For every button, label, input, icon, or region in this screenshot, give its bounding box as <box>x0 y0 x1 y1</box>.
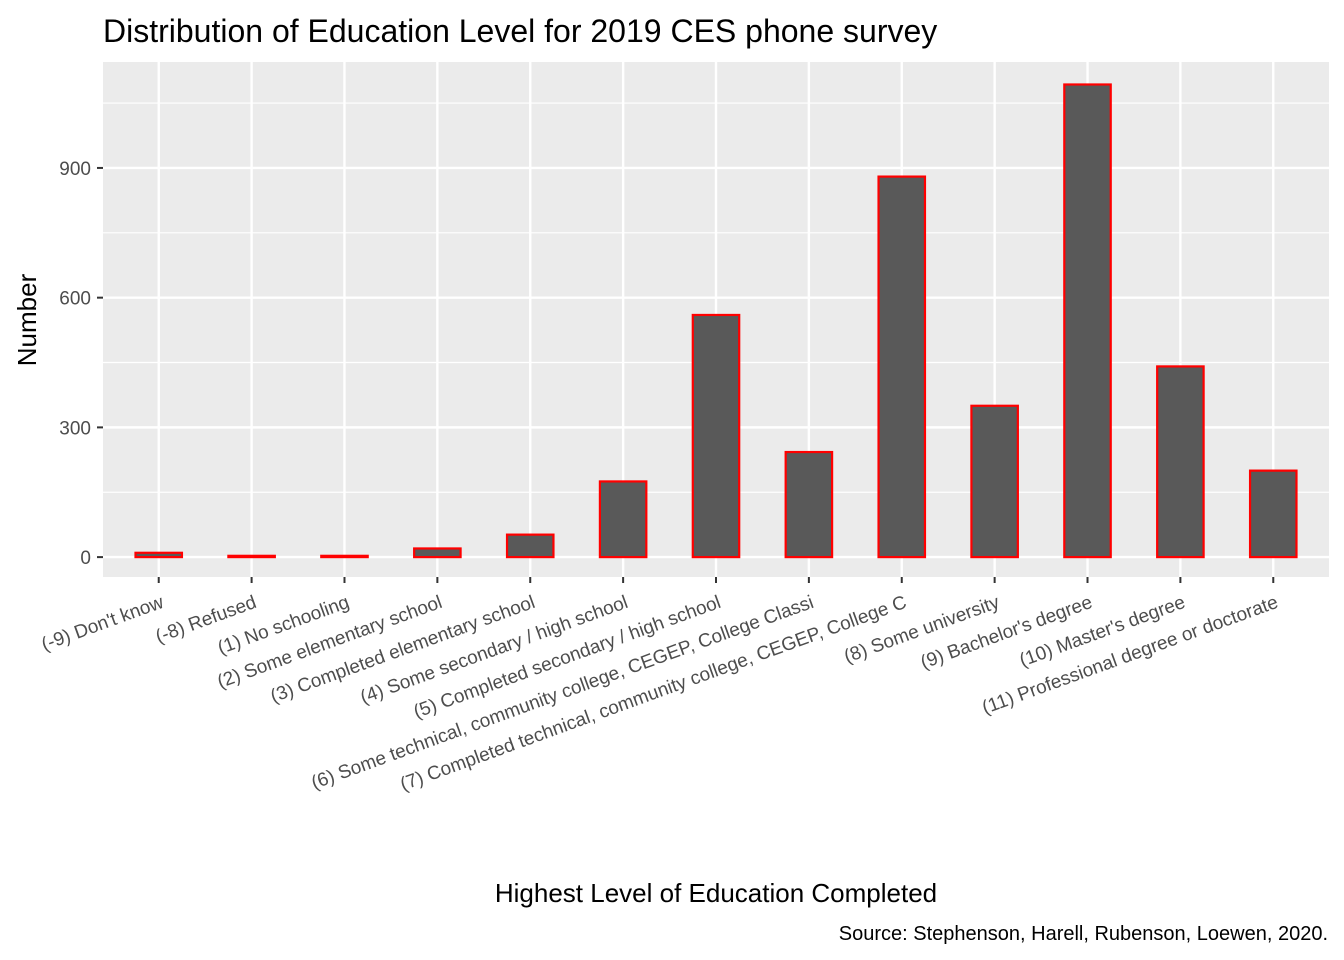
bar <box>970 404 1019 559</box>
y-axis-title: Number <box>12 273 42 366</box>
bar <box>1063 83 1112 559</box>
bar <box>877 175 927 559</box>
bar <box>784 450 834 559</box>
bar <box>1156 365 1205 559</box>
y-tick-label: 300 <box>59 418 91 439</box>
bar <box>1248 469 1298 559</box>
bar <box>598 480 648 559</box>
bar <box>320 554 369 559</box>
bar <box>691 313 741 559</box>
source-caption: Source: Stephenson, Harell, Rubenson, Lo… <box>839 923 1328 945</box>
y-tick-label: 600 <box>59 289 91 310</box>
y-tick-label: 0 <box>80 548 91 569</box>
y-axis: 0 300 600 900 <box>59 159 103 569</box>
bar <box>134 551 184 559</box>
x-tick-label: (-9) Don't know <box>39 592 167 656</box>
bars <box>134 83 1298 559</box>
x-axis: (-9) Don't know(-8) Refused(1) No school… <box>39 577 1281 795</box>
bar <box>505 533 555 559</box>
bar <box>413 547 462 559</box>
bar <box>227 554 276 559</box>
chart-title: Distribution of Education Level for 2019… <box>103 13 937 49</box>
x-axis-title: Highest Level of Education Completed <box>495 878 937 908</box>
y-tick-label: 900 <box>59 159 91 180</box>
